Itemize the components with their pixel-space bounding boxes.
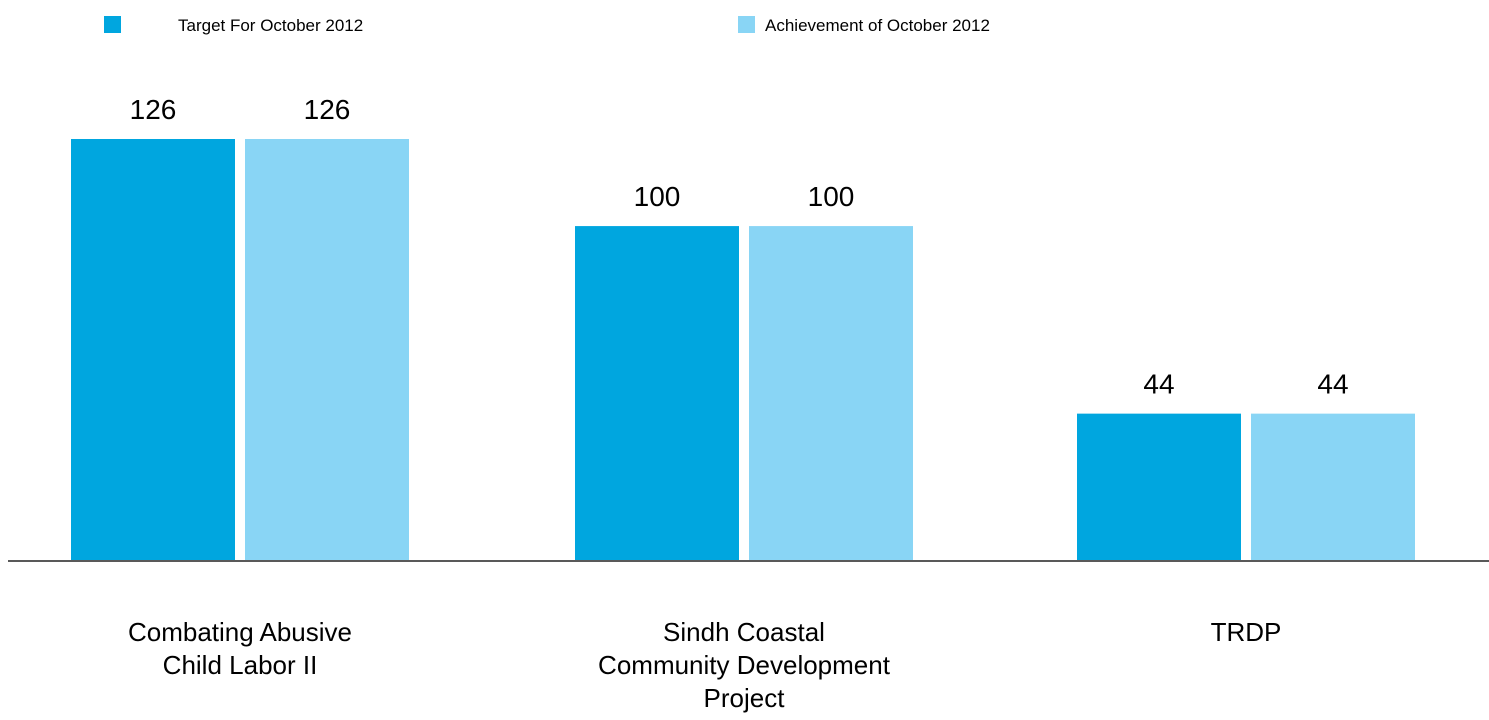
value-label-achievement-3: 44 [1317, 369, 1348, 400]
bar-achievement-3 [1251, 413, 1415, 561]
bar-target-2 [575, 226, 739, 562]
legend-label-1: Target For October 2012 [178, 16, 363, 35]
legend-swatch-1 [104, 16, 121, 33]
value-label-target-3: 44 [1143, 369, 1174, 400]
value-labels: 126 126 100 100 44 44 [130, 94, 1349, 400]
bars [71, 139, 1415, 562]
legend-swatch-2 [738, 16, 755, 33]
category-label-2-line-2: Community Development [598, 650, 891, 680]
value-label-target-1: 126 [130, 94, 177, 125]
value-label-target-2: 100 [634, 181, 681, 212]
bar-achievement-2 [749, 226, 913, 562]
bar-achievement-1 [245, 139, 409, 561]
category-label-1-line-2: Child Labor II [163, 650, 318, 680]
value-label-achievement-2: 100 [808, 181, 855, 212]
category-label-3-line-1: TRDP [1211, 617, 1282, 647]
category-label-1-line-1: Combating Abusive [128, 617, 352, 647]
value-label-achievement-1: 126 [304, 94, 351, 125]
category-label-2-line-1: Sindh Coastal [663, 617, 825, 647]
bar-target-1 [71, 139, 235, 561]
bar-target-3 [1077, 413, 1241, 561]
legend: Target For October 2012 Achievement of Oc… [104, 16, 990, 35]
legend-label-2: Achievement of October 2012 [765, 16, 990, 35]
category-label-2-line-3: Project [704, 683, 786, 713]
